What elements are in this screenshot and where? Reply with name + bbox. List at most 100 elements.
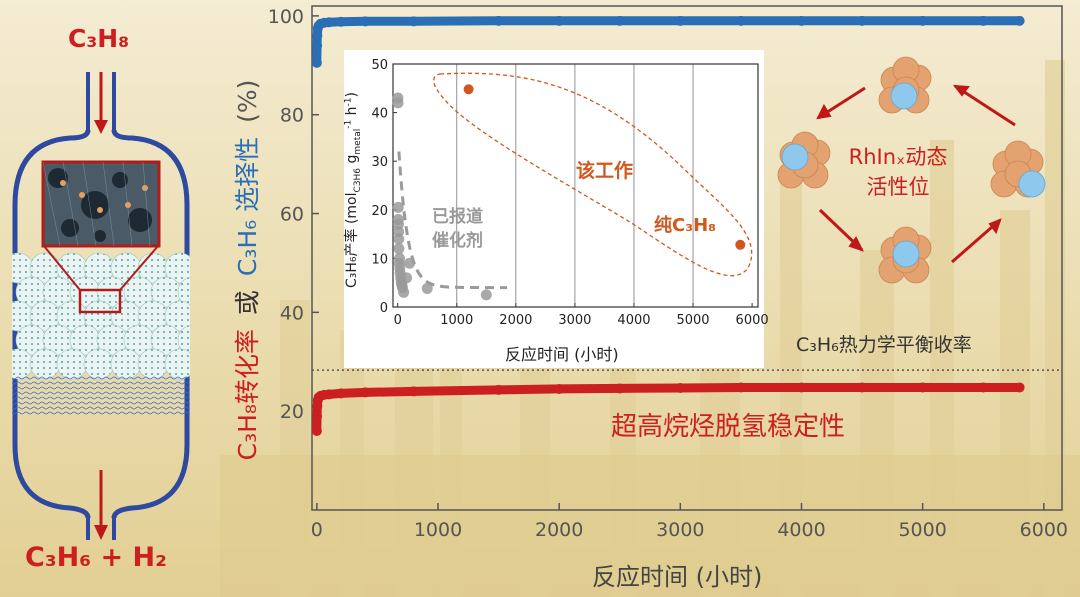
reported-catalysts-label: 已报道 催化剂	[432, 207, 483, 251]
main-y-tick-label: 40	[280, 302, 304, 324]
reactor-illustration	[12, 72, 190, 540]
reported-catalyst-point	[480, 289, 492, 301]
selectivity-point	[312, 40, 323, 51]
main-x-tick-label: 5000	[898, 519, 946, 541]
conversion-point	[978, 382, 989, 393]
main-plot-frame	[311, 5, 1063, 511]
inset-x-tick-label: 2000	[499, 313, 532, 328]
main-y-tick-label: 80	[280, 105, 304, 127]
main-y-tick-label: 100	[268, 6, 304, 28]
conversion-point	[614, 383, 625, 394]
selectivity-point	[312, 30, 323, 41]
main-x-tick-label: 2000	[535, 519, 583, 541]
micrograph-grain	[94, 230, 106, 242]
conversion-point	[408, 386, 419, 397]
selectivity-point	[796, 15, 807, 26]
inset-y-tick-label: 30	[371, 155, 388, 170]
conversion-point	[796, 382, 807, 393]
inset-x-tick-label: 1000	[440, 313, 473, 328]
selectivity-point	[311, 57, 322, 68]
micrograph-particle	[97, 207, 103, 213]
conversion-point	[336, 388, 347, 399]
selectivity-point	[336, 16, 347, 27]
inset-panel	[344, 50, 764, 368]
micrograph-boundary	[122, 161, 133, 247]
conversion-point	[323, 389, 334, 400]
micrograph-grain	[128, 208, 152, 232]
conversion-point	[312, 411, 323, 422]
selectivity-point	[1014, 15, 1025, 26]
main-x-axis-label: 反应时间 (小时)	[592, 563, 763, 591]
inset-x-tick-label: 6000	[736, 313, 769, 328]
in-atom	[781, 143, 809, 171]
zoom-line-right	[119, 245, 159, 291]
inset-x-axis-label: 反应时间 (小时)	[505, 345, 619, 364]
inset-y-tick-label: 50	[371, 58, 388, 73]
inset-y-tick-label: 0	[380, 301, 388, 316]
zoom-source-box	[78, 288, 122, 314]
cycle-arrow-head	[988, 218, 1002, 235]
conversion-point	[554, 383, 565, 394]
micrograph-grain	[61, 219, 79, 237]
conversion-point	[493, 384, 504, 395]
reported-catalyst-point	[404, 257, 416, 269]
catalyst-bed	[12, 252, 190, 415]
conversion-point	[735, 382, 746, 393]
support-layer	[12, 375, 190, 415]
selectivity-point	[735, 15, 746, 26]
catalyst-pellet-texture	[164, 300, 190, 332]
reported-catalyst-point	[401, 272, 413, 284]
inset-x-tick-label: 3000	[558, 313, 591, 328]
selectivity-point	[978, 15, 989, 26]
selectivity-point	[493, 15, 504, 26]
catalyst-pellet-texture	[164, 252, 190, 284]
stability-annotation: 超高烷烃脱氢稳定性	[611, 412, 846, 442]
active-site-label: RhInₓ动态 活性位	[848, 145, 948, 199]
main-x-tick-label: 0	[311, 519, 323, 541]
selectivity-point	[857, 15, 868, 26]
conversion-point	[1014, 382, 1025, 393]
this-work-label: 该工作	[576, 160, 634, 182]
conversion-point	[917, 382, 928, 393]
main-x-tick-label: 3000	[656, 519, 704, 541]
inset-frame	[392, 63, 759, 308]
reactor-product-label: C₃H₆ + H₂	[25, 542, 167, 573]
inset-x-tick-label: 4000	[617, 313, 650, 328]
inset-y-tick-label: 20	[371, 204, 388, 219]
in-atom	[890, 82, 918, 110]
micrograph-particle	[79, 192, 85, 198]
micrograph-boundary	[102, 161, 115, 247]
reported-catalyst-point	[393, 243, 405, 255]
micrograph-boundary	[82, 161, 97, 247]
catalyst-pellet-texture	[177, 324, 190, 356]
reactor-feed-label: C₃H₈	[68, 24, 130, 53]
cluster-bottom	[878, 226, 932, 284]
this-work-outline	[433, 72, 753, 277]
conversion-point	[857, 382, 868, 393]
cluster-top	[878, 56, 932, 114]
cycle-arrow-head	[952, 84, 970, 97]
main-y-tick-label: 20	[280, 401, 304, 423]
cycle-arrow-head	[848, 236, 864, 252]
cycle-arrow-head	[816, 103, 832, 120]
selectivity-point	[675, 15, 686, 26]
pure-propane-label: 纯C₃H₈	[654, 215, 717, 236]
conversion-point	[311, 425, 322, 436]
micrograph-particle	[60, 180, 66, 186]
work-catalyst-point	[735, 239, 746, 250]
main-x-tick-label: 1000	[414, 519, 462, 541]
reported-catalyst-point	[393, 233, 405, 245]
in-atom	[1018, 170, 1046, 198]
work-catalyst-point	[463, 84, 474, 95]
selectivity-point	[360, 16, 371, 27]
micrograph-particle	[125, 202, 131, 208]
inset-x-tick-label: 5000	[676, 313, 709, 328]
reported-catalyst-point	[392, 201, 404, 213]
selectivity-point	[323, 17, 334, 28]
main-x-tick-label: 6000	[1020, 519, 1068, 541]
inset-x-tick-label: 0	[394, 313, 402, 328]
main-y-tick-label: 60	[280, 204, 304, 226]
